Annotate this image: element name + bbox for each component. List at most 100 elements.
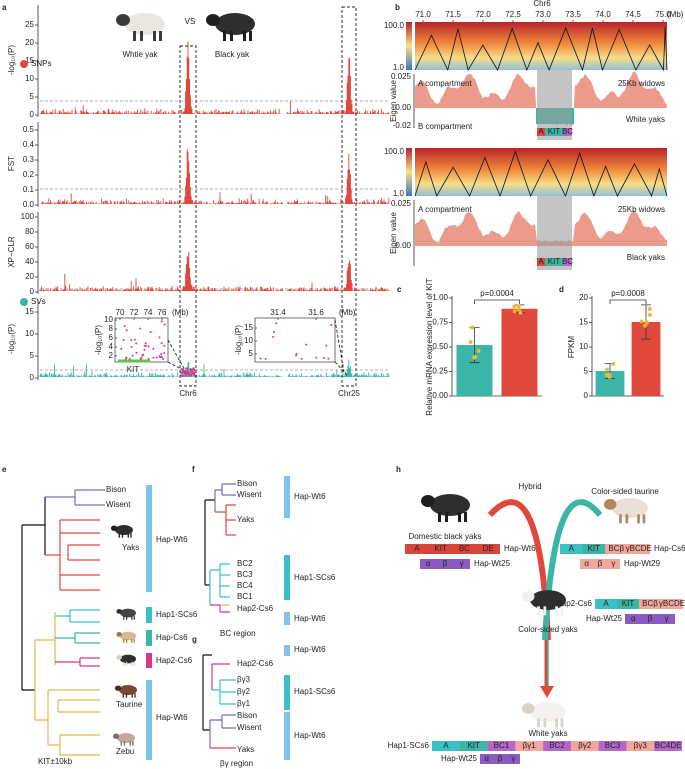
group-label: Hap1-SCs6 [156, 610, 198, 619]
replicate-dot [473, 355, 478, 360]
animal-leg [123, 638, 125, 643]
replicate-dot [512, 304, 517, 309]
x-tick-label: 72 [130, 308, 139, 317]
segment-label: BC [459, 544, 470, 553]
animal-leg [153, 31, 156, 41]
x-tick-label: 70 [116, 308, 125, 317]
y-tick-label: 10 [104, 315, 113, 324]
track-label: A compartment [418, 205, 473, 214]
group-bar [146, 680, 152, 760]
haplotype-name: Hap-Wt25 [474, 559, 511, 568]
x-tick-label: 31.4 [270, 308, 286, 317]
animal-leg [555, 718, 558, 728]
track-label: A compartment [418, 79, 473, 88]
unit-label: (Mb) [339, 308, 356, 317]
x-tick-label: 71.0 [415, 10, 431, 19]
animal-leg [642, 514, 646, 524]
animal-leg [123, 741, 126, 746]
highlight-box [341, 6, 357, 387]
tree-branch [47, 689, 100, 756]
animal-leg [132, 741, 134, 746]
segment-box [598, 741, 627, 751]
inset-dot [149, 331, 152, 334]
y-tick-label: 0 [584, 391, 589, 400]
highlight-box [179, 45, 197, 387]
y-tick-label: 5 [249, 349, 254, 358]
group-label: Hap-Wt6 [156, 713, 188, 722]
replicate-dot [647, 312, 652, 317]
colorbar-label: 1.0 [393, 63, 405, 72]
inset-dot [143, 344, 146, 347]
eigen-area [415, 209, 667, 246]
replicate-dot [611, 361, 616, 366]
inset-dot [272, 335, 275, 338]
animal-head [116, 14, 130, 26]
highlight-dot [192, 370, 194, 373]
segment-box [487, 741, 516, 751]
haplotype-bar [625, 614, 675, 624]
panel-label: h [396, 465, 401, 474]
p-value: p=0.0008 [611, 289, 645, 298]
inset-dot [264, 357, 267, 360]
axis-title: Eigen value [389, 212, 398, 254]
leaf-label: BC1 [237, 592, 253, 601]
highlight-dot [186, 371, 189, 373]
animal-leg [133, 615, 135, 620]
animal-head [116, 609, 122, 614]
animal-leg [123, 661, 125, 666]
x-label: Chr25 [338, 389, 360, 398]
animal-head [114, 685, 122, 691]
group-label: Hap1-SCs6 [294, 687, 336, 696]
gene-label: BC [562, 127, 573, 136]
tree-branch [212, 679, 236, 705]
group-label: Color-sided yaks [518, 625, 578, 634]
inset-dot [273, 331, 276, 334]
colorbar-label: 100.0 [384, 21, 405, 30]
tree-branch [55, 657, 100, 667]
x-tick-label: 74 [144, 308, 153, 317]
gene-label: A [538, 257, 544, 266]
segment-label: BC2 [549, 741, 565, 750]
segment-label: BC4DE [655, 741, 682, 750]
chromosome-label: Chr6 [533, 0, 551, 8]
lineage-arc [487, 499, 551, 641]
legend-dot [20, 298, 28, 306]
inset-dot [130, 345, 133, 348]
animal-leg [543, 718, 547, 728]
replicate-dot [639, 319, 644, 324]
inset-dot [305, 343, 308, 346]
leaf-label: Bison [106, 485, 126, 494]
highlight-dot [184, 370, 186, 373]
animal-body [120, 654, 136, 664]
animal-body [430, 494, 470, 516]
animal-body [115, 525, 133, 535]
replicate-dot [470, 325, 475, 330]
tree-branch [202, 654, 212, 731]
signal-trace [39, 359, 390, 377]
segment-box [560, 544, 583, 554]
x-label: Chr6 [179, 389, 197, 398]
highlight-dot [189, 369, 192, 371]
y-tick-label: 0.00 [395, 103, 411, 112]
legend-label: SNPs [31, 59, 51, 68]
panel-label: b [395, 3, 400, 12]
segment-label: β [598, 559, 603, 568]
x-tick-label: 76 [158, 308, 167, 317]
gene-label: A [538, 127, 544, 136]
animal-leg [159, 31, 162, 41]
segment-box [543, 741, 571, 751]
y-tick-label: 20 [579, 293, 588, 302]
y-tick-label: 80 [25, 227, 34, 236]
animal-leg [223, 31, 226, 41]
tree-branch [55, 632, 100, 644]
group-bar [146, 485, 152, 592]
leaf-label: Bison [237, 711, 257, 720]
segment-label: KIT [434, 544, 447, 553]
highlight-dot [181, 372, 183, 375]
y-tick-label: 100 [21, 212, 35, 221]
tree-branch [204, 499, 215, 586]
inset-dot [147, 345, 150, 348]
haplotype-name: Hap-Wt25 [586, 614, 623, 623]
animal-head [521, 703, 535, 714]
tree-branch [45, 519, 100, 591]
